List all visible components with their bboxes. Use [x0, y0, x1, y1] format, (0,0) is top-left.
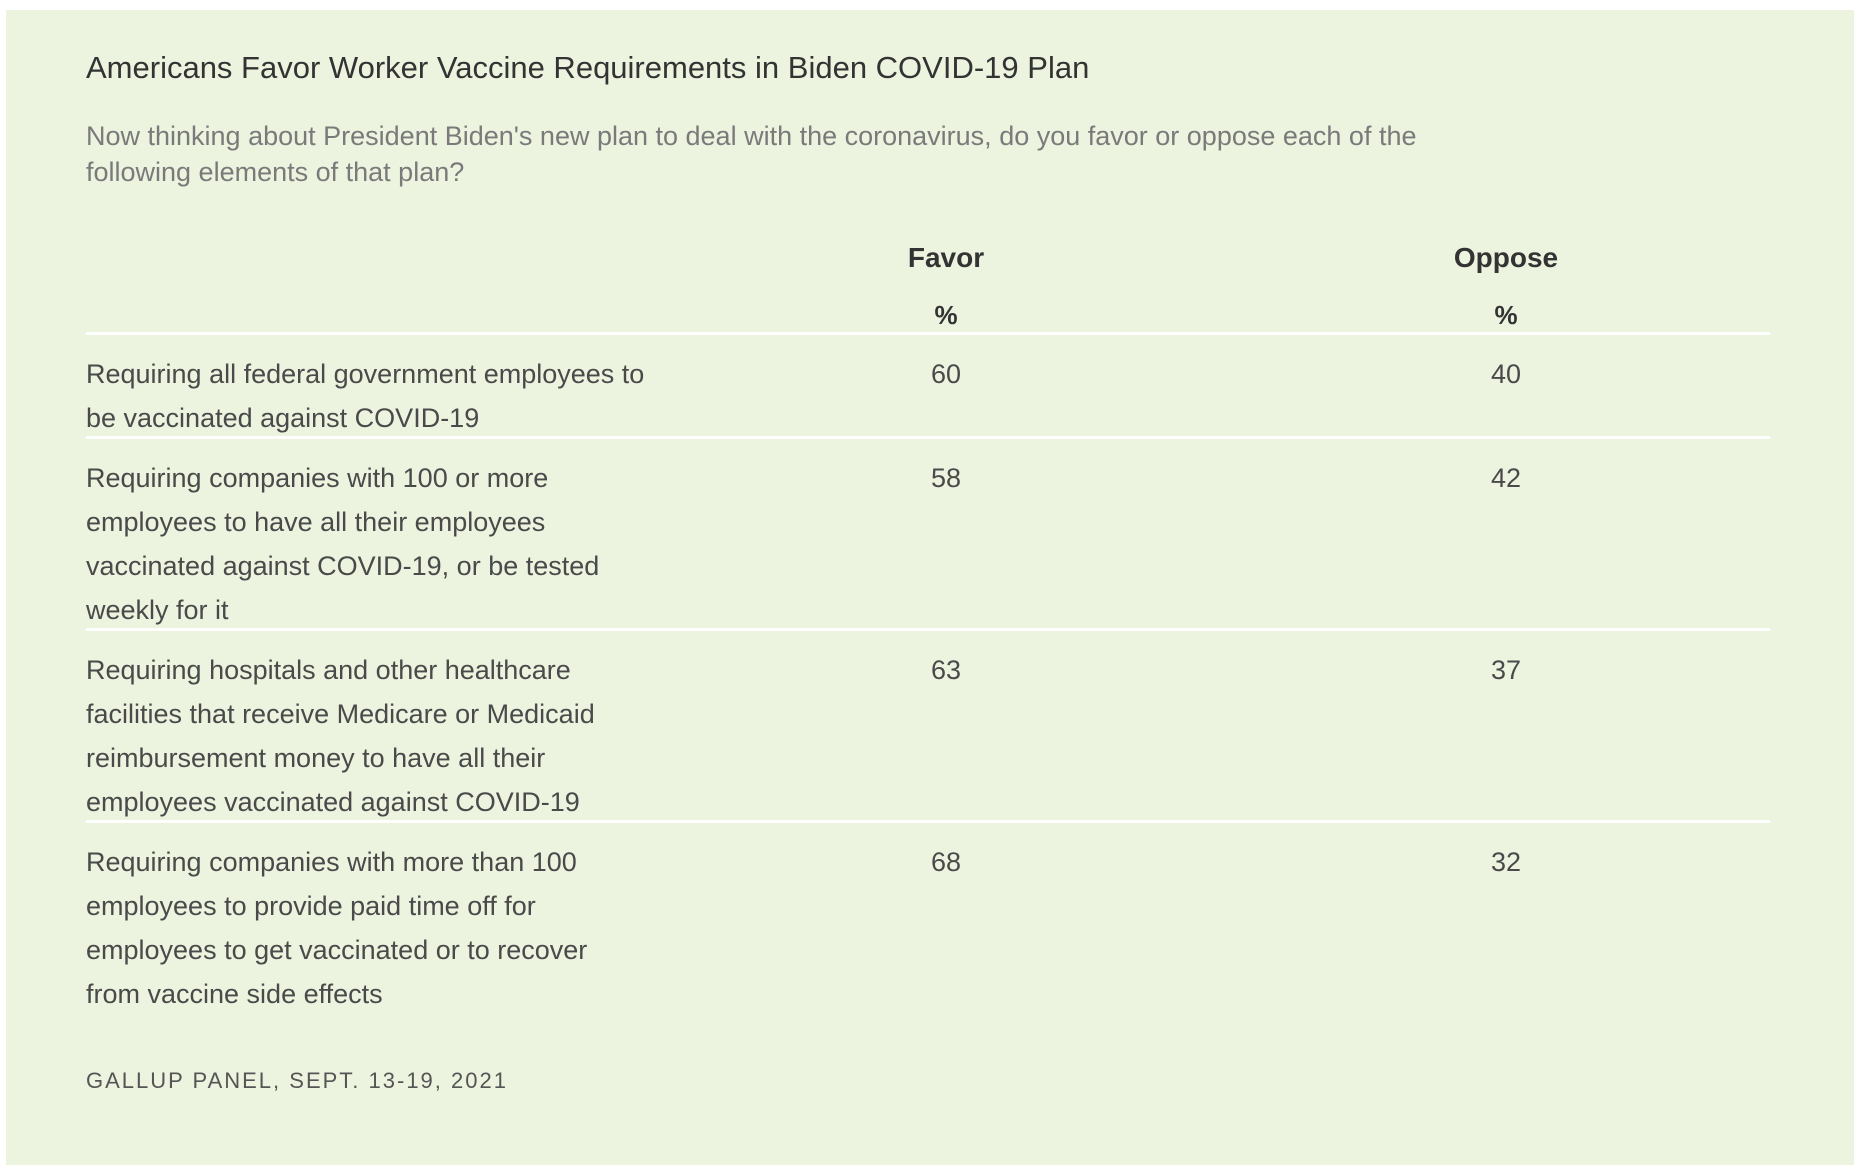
chart-subtitle: Now thinking about President Biden's new… [86, 121, 1417, 187]
cell-favor-hospitals-healthcare: 63 [930, 655, 962, 685]
cell-oppose-federal-employees: 40 [1490, 359, 1522, 389]
cell-oppose-hospitals-healthcare: 37 [1490, 655, 1522, 685]
column-unit-oppose: % [1494, 300, 1518, 330]
cell-oppose-paid-time-off: 32 [1490, 847, 1522, 877]
chart-title: Americans Favor Worker Vaccine Requireme… [86, 50, 1090, 85]
column-unit-favor: % [934, 300, 958, 330]
row-divider [86, 436, 1770, 439]
row-label-companies-100-or-more: Requiring companies with 100 or more emp… [86, 463, 600, 625]
header-divider [86, 332, 1770, 335]
row-label-paid-time-off: Requiring companies with more than 100 e… [86, 847, 588, 1009]
column-header-oppose: Oppose [1453, 242, 1559, 273]
cell-favor-federal-employees: 60 [930, 359, 962, 389]
row-divider [86, 628, 1770, 631]
cell-favor-paid-time-off: 68 [930, 847, 962, 877]
cell-favor-companies-100-or-more: 58 [930, 463, 962, 493]
chart-card: Americans Favor Worker Vaccine Requireme… [6, 10, 1854, 1165]
row-label-federal-employees: Requiring all federal government employe… [86, 359, 645, 433]
column-header-favor: Favor [907, 242, 985, 273]
row-label-hospitals-healthcare: Requiring hospitals and other healthcare… [86, 655, 595, 817]
cell-oppose-companies-100-or-more: 42 [1490, 463, 1522, 493]
row-divider [86, 820, 1770, 823]
source-note: GALLUP PANEL, SEPT. 13-19, 2021 [86, 1068, 508, 1093]
